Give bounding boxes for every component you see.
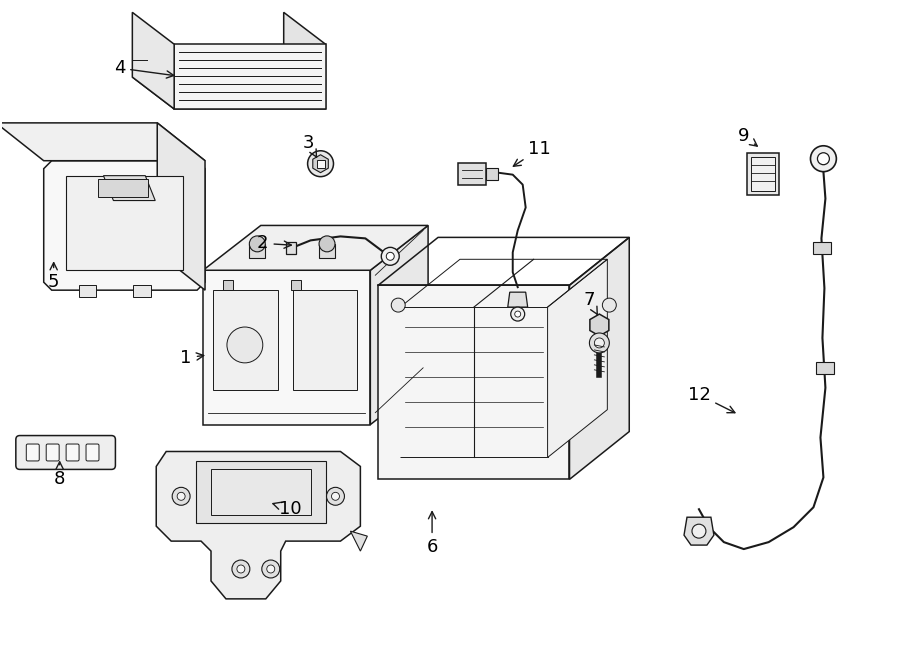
Polygon shape (203, 225, 428, 270)
Circle shape (817, 153, 830, 165)
Polygon shape (157, 451, 360, 599)
Text: 5: 5 (48, 262, 59, 292)
Bar (196, 461, 326, 524)
Circle shape (262, 560, 280, 578)
Text: 1: 1 (180, 349, 203, 367)
Circle shape (327, 487, 345, 505)
Text: 4: 4 (113, 59, 174, 78)
Polygon shape (132, 13, 175, 109)
Polygon shape (370, 225, 428, 424)
Bar (213, 290, 278, 390)
Circle shape (320, 236, 335, 252)
Bar (458, 163, 486, 184)
Polygon shape (547, 259, 608, 457)
Text: 3: 3 (302, 134, 317, 157)
Polygon shape (203, 270, 370, 424)
Bar (78, 285, 96, 297)
Polygon shape (378, 285, 570, 479)
FancyBboxPatch shape (86, 444, 99, 461)
Text: 11: 11 (513, 139, 551, 167)
Bar (292, 290, 357, 390)
Bar (747, 153, 778, 194)
Circle shape (510, 307, 525, 321)
Circle shape (392, 298, 405, 312)
Circle shape (594, 338, 604, 348)
Polygon shape (508, 292, 527, 307)
Bar (211, 469, 310, 515)
Bar (486, 168, 498, 180)
FancyBboxPatch shape (46, 444, 59, 461)
Circle shape (331, 492, 339, 500)
Polygon shape (285, 243, 296, 254)
Circle shape (232, 560, 250, 578)
FancyBboxPatch shape (66, 444, 79, 461)
Polygon shape (291, 280, 301, 290)
Circle shape (692, 524, 706, 538)
Text: 7: 7 (584, 291, 598, 315)
Polygon shape (66, 176, 183, 270)
Bar (317, 160, 325, 168)
Text: 2: 2 (257, 235, 292, 253)
Circle shape (237, 565, 245, 573)
Bar (816, 362, 834, 374)
Text: 10: 10 (273, 500, 302, 518)
Polygon shape (684, 517, 714, 545)
Bar (98, 178, 148, 196)
FancyBboxPatch shape (26, 444, 40, 461)
Circle shape (172, 487, 190, 505)
Bar (133, 285, 151, 297)
Bar (751, 157, 775, 190)
Circle shape (227, 327, 263, 363)
Polygon shape (158, 123, 205, 290)
Circle shape (811, 146, 836, 172)
Circle shape (590, 333, 609, 353)
Circle shape (266, 565, 274, 573)
Polygon shape (590, 314, 609, 336)
Circle shape (386, 253, 394, 260)
Polygon shape (350, 531, 367, 551)
Text: 8: 8 (54, 462, 66, 488)
Circle shape (308, 151, 334, 176)
FancyBboxPatch shape (16, 436, 115, 469)
Polygon shape (0, 123, 205, 161)
Polygon shape (320, 244, 335, 258)
Circle shape (249, 236, 266, 252)
Polygon shape (223, 280, 233, 290)
Polygon shape (44, 161, 205, 290)
Bar (814, 243, 832, 254)
Text: 9: 9 (738, 127, 757, 146)
Polygon shape (284, 13, 326, 109)
Polygon shape (313, 155, 328, 173)
Polygon shape (175, 44, 326, 109)
Circle shape (602, 298, 616, 312)
Polygon shape (249, 244, 266, 258)
Polygon shape (570, 237, 629, 479)
Circle shape (177, 492, 185, 500)
Text: 12: 12 (688, 386, 735, 412)
Polygon shape (132, 77, 326, 109)
Text: 6: 6 (427, 512, 437, 556)
Polygon shape (104, 176, 155, 200)
Circle shape (515, 311, 521, 317)
Circle shape (382, 247, 400, 265)
